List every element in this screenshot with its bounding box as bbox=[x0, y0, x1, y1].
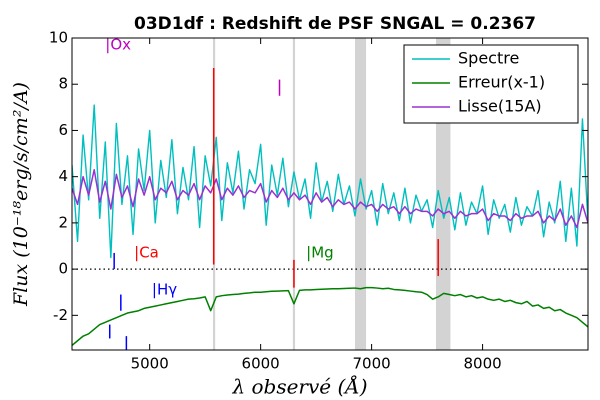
annotation: |Mg bbox=[306, 243, 334, 261]
y-tick-label: 4 bbox=[58, 167, 68, 185]
x-tick-label: 8000 bbox=[463, 355, 501, 373]
data-line bbox=[72, 168, 588, 229]
annotation: |Ca bbox=[134, 243, 159, 261]
legend-label: Lisse(15A) bbox=[458, 97, 542, 116]
y-tick-label: 2 bbox=[58, 213, 68, 231]
x-axis-label: λ observé (Å) bbox=[231, 374, 367, 399]
plot-frame bbox=[71, 37, 589, 351]
legend-box bbox=[403, 44, 579, 124]
masked-range bbox=[354, 38, 367, 350]
x-tick-label: 7000 bbox=[353, 355, 391, 373]
y-tick-label: 10 bbox=[49, 29, 68, 47]
chart-title: 03D1df : Redshift de PSF SNGAL = 0.2367 bbox=[134, 14, 536, 34]
data-line bbox=[72, 286, 588, 346]
legend-label: Erreur(x-1) bbox=[458, 73, 545, 92]
y-tick-label: 8 bbox=[58, 75, 68, 93]
y-tick-label: 6 bbox=[58, 121, 68, 139]
y-axis-label: Flux (10⁻¹⁸erg/s/cm²/A) bbox=[10, 82, 32, 307]
x-tick-label: 6000 bbox=[242, 355, 280, 373]
annotation: |Hγ bbox=[152, 280, 177, 298]
x-tick-label: 5000 bbox=[131, 355, 169, 373]
y-tick-label: -2 bbox=[53, 306, 68, 324]
legend-label: Spectre bbox=[458, 49, 519, 68]
y-tick-label: 0 bbox=[58, 260, 68, 278]
annotation: |Ox bbox=[105, 35, 131, 53]
data-line bbox=[72, 104, 588, 259]
